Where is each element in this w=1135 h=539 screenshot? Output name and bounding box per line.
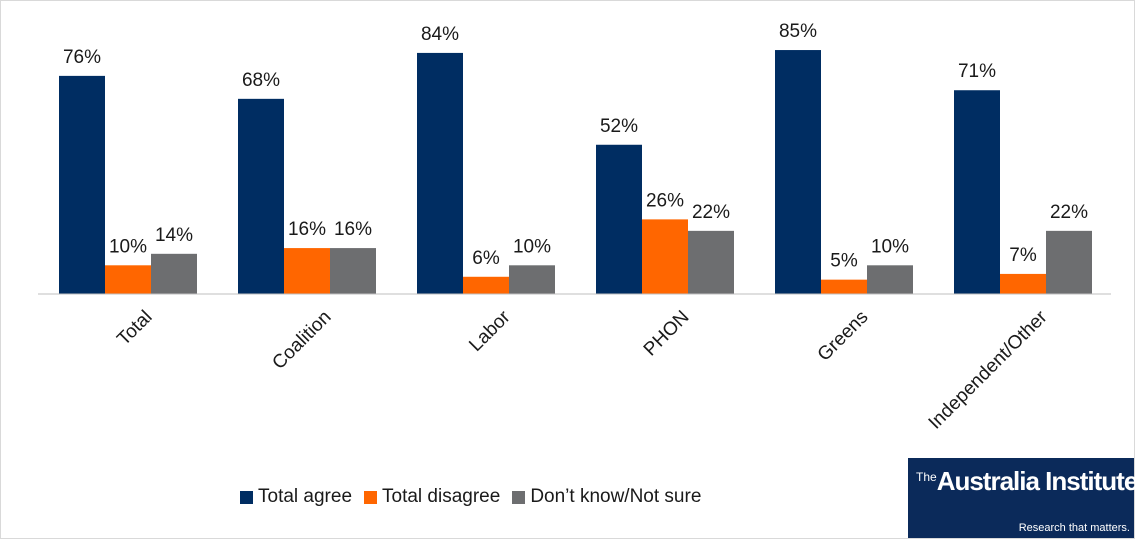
- legend-label-total-disagree: Total disagree: [382, 486, 501, 507]
- logo-prefix: The: [916, 470, 937, 484]
- value-label-greens-total-disagree: 5%: [830, 251, 858, 272]
- legend-item-total-agree: Total agree: [240, 486, 352, 508]
- value-label-labor-total-agree: 84%: [421, 24, 459, 45]
- bar-greens-total-agree: [775, 50, 821, 294]
- logo-name: Australia Institute: [936, 466, 1135, 496]
- value-label-total-total-agree: 76%: [63, 47, 101, 68]
- logo-tagline: Research that matters.: [1018, 522, 1130, 534]
- value-label-coalition-don-t-know-not-sure: 16%: [334, 219, 372, 240]
- value-label-coalition-total-disagree: 16%: [288, 219, 326, 240]
- bar-total-total-agree: [59, 75, 105, 294]
- bar-greens-don-t-know-not-sure: [867, 265, 913, 294]
- bar-phon-don-t-know-not-sure: [688, 230, 734, 294]
- bar-independent-other-total-agree: [954, 90, 1000, 294]
- value-label-greens-don-t-know-not-sure: 10%: [871, 236, 909, 257]
- value-labels-group: 76% 10% 14% 68% 16% 16% 84% 6% 10% 52% 26% 22% 85% 5%…: [63, 21, 1088, 272]
- legend-swatch-total-agree: [240, 490, 253, 504]
- legend: Total agree Total disagree Don’t know/No…: [240, 485, 713, 509]
- bar-labor-total-agree: [417, 52, 463, 294]
- category-labels-group: Total Coalition Labor PHON Greens Independent…: [113, 306, 1052, 433]
- value-label-phon-don-t-know-not-sure: 22%: [692, 202, 730, 223]
- value-label-phon-total-disagree: 26%: [646, 190, 684, 211]
- value-label-greens-total-agree: 85%: [779, 21, 817, 42]
- category-label-labor: Labor: [465, 306, 515, 356]
- value-label-independent-other-total-disagree: 7%: [1009, 245, 1037, 266]
- value-label-independent-other-don-t-know-not-sure: 22%: [1050, 202, 1088, 223]
- legend-swatch-total-disagree: [364, 490, 378, 504]
- bar-total-total-disagree: [105, 265, 151, 294]
- bar-coalition-don-t-know-not-sure: [330, 248, 376, 294]
- value-label-total-don-t-know-not-sure: 14%: [155, 225, 193, 246]
- australia-institute-logo: TheAustralia Institute Research that mat…: [908, 458, 1135, 538]
- bar-coalition-total-agree: [238, 98, 284, 294]
- bar-phon-total-agree: [596, 144, 642, 294]
- category-label-greens: Greens: [814, 307, 873, 366]
- bar-greens-total-disagree: [821, 279, 867, 294]
- legend-swatch-dont-know: [512, 490, 526, 504]
- value-label-coalition-total-agree: 68%: [242, 70, 280, 91]
- bar-phon-total-disagree: [642, 219, 688, 294]
- value-label-independent-other-total-agree: 71%: [958, 61, 996, 82]
- bar-total-don-t-know-not-sure: [151, 253, 197, 294]
- bar-labor-total-disagree: [463, 276, 509, 294]
- category-label-total: Total: [113, 307, 156, 350]
- category-label-coalition: Coalition: [268, 307, 335, 374]
- category-label-independent-other: Independent/Other: [925, 306, 1052, 433]
- bars-group: [59, 50, 1092, 294]
- legend-item-total-disagree: Total disagree: [364, 486, 500, 508]
- legend-label-dont-know: Don’t know/Not sure: [530, 486, 702, 507]
- category-label-phon: PHON: [640, 307, 694, 361]
- bar-labor-don-t-know-not-sure: [509, 265, 555, 294]
- logo-wordmark: TheAustralia Institute: [916, 466, 1135, 497]
- value-label-labor-don-t-know-not-sure: 10%: [513, 236, 551, 257]
- legend-label-total-agree: Total agree: [258, 486, 353, 507]
- value-label-labor-total-disagree: 6%: [472, 248, 500, 269]
- bar-coalition-total-disagree: [284, 248, 330, 294]
- value-label-phon-total-agree: 52%: [600, 116, 638, 137]
- bar-independent-other-don-t-know-not-sure: [1046, 230, 1092, 294]
- value-label-total-total-disagree: 10%: [109, 236, 147, 257]
- bar-independent-other-total-disagree: [1000, 273, 1046, 294]
- legend-item-dont-know: Don’t know/Not sure: [512, 486, 701, 508]
